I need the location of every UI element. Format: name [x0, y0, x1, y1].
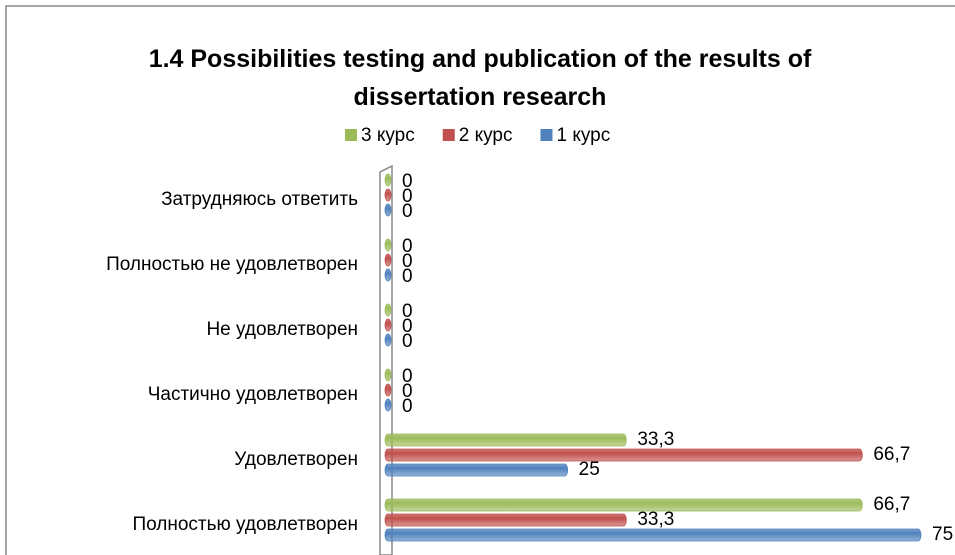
data-label: 33,3	[637, 429, 674, 450]
legend-label: 1 курс	[556, 125, 610, 146]
bar	[384, 368, 392, 382]
y-tick-label: Не удовлетворен	[206, 319, 358, 340]
bar	[384, 303, 392, 317]
bar	[384, 463, 569, 477]
data-label: 25	[579, 459, 600, 480]
bar	[384, 528, 922, 542]
back-wall	[379, 164, 393, 555]
data-label: 0	[402, 201, 413, 222]
data-label: 0	[402, 236, 413, 257]
data-label: 0	[402, 316, 413, 337]
data-label: 0	[402, 171, 413, 192]
data-label: 0	[402, 301, 413, 322]
data-label: 0	[402, 331, 413, 352]
bar	[384, 513, 627, 527]
chart-border	[5, 5, 955, 555]
legend-label: 2 курс	[459, 125, 513, 146]
data-label: 66,7	[873, 444, 910, 465]
data-label: 0	[402, 186, 413, 207]
bar	[384, 238, 392, 252]
bar	[384, 333, 392, 347]
legend-swatch	[540, 129, 553, 141]
data-label: 0	[402, 396, 413, 417]
chart-title: 1.4 Possibilities testing and publicatio…	[148, 45, 812, 111]
data-label: 33,3	[637, 509, 674, 530]
data-label: 0	[402, 381, 413, 402]
y-tick-label: Затрудняюсь ответить	[161, 189, 358, 210]
data-label: 0	[402, 366, 413, 387]
y-tick-label: Частично удовлетворен	[148, 384, 358, 405]
bar	[384, 448, 863, 462]
bar	[384, 173, 392, 187]
legend-swatch	[442, 129, 455, 141]
data-label: 75	[932, 524, 953, 545]
bar	[384, 498, 863, 512]
bar	[384, 253, 392, 267]
bar	[384, 398, 392, 412]
bar	[384, 383, 392, 397]
bar	[384, 188, 392, 202]
bar	[384, 433, 627, 447]
bar	[384, 318, 392, 332]
data-label: 0	[402, 266, 413, 287]
y-tick-label: Полностью удовлетворен	[132, 514, 358, 535]
bar	[384, 268, 392, 282]
bar	[384, 203, 392, 217]
legend-swatch	[345, 129, 357, 141]
data-label: 0	[402, 251, 413, 272]
y-tick-label: Полностью не удовлетворен	[106, 254, 358, 275]
legend-label: 3 курс	[361, 125, 415, 146]
y-tick-label: Удовлетворен	[234, 449, 358, 470]
data-label: 66,7	[873, 494, 910, 515]
